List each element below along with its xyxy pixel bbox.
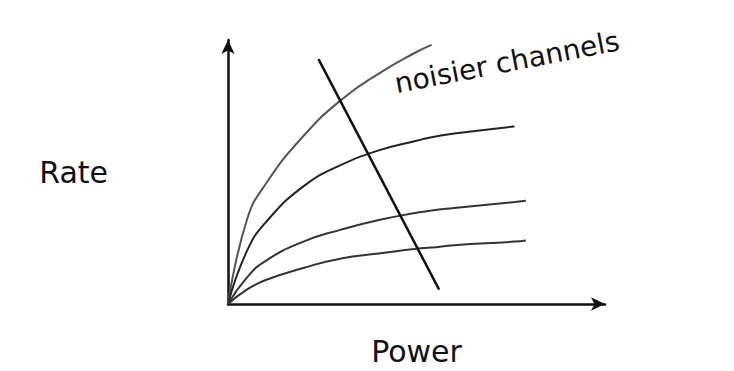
svg-text:noisier channels: noisier channels	[392, 25, 622, 101]
svg-text:Rate: Rate	[39, 155, 108, 190]
svg-text:Power: Power	[371, 334, 462, 369]
